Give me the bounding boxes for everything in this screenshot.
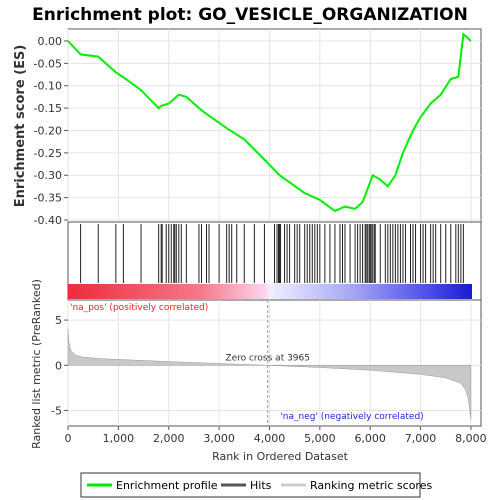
metric-y-axis-label: Ranked list metric (PreRanked) (30, 279, 43, 449)
es-panel-frame (67, 28, 482, 223)
x-tick-label: 2,000 (153, 432, 185, 445)
x-tick-label: 8,000 (455, 432, 487, 445)
zero-cross-label: Zero cross at 3965 (225, 353, 310, 363)
metric-y-tick-label: -5 (51, 404, 62, 417)
rank-color-bar (68, 284, 472, 299)
es-y-tick-label: -0.25 (34, 147, 62, 160)
metric-y-tick-label: 0 (55, 359, 62, 372)
es-y-tick-label: 0.00 (38, 35, 63, 48)
legend: Enrichment profile Hits Ranking metric s… (80, 472, 432, 498)
x-tick-label: 5,000 (304, 432, 336, 445)
es-y-axis-label: Enrichment score (ES) (13, 45, 28, 208)
legend-label-enrichment-profile: Enrichment profile (116, 479, 218, 492)
legend-frame (80, 472, 421, 498)
enrichment-profile-line (67, 32, 472, 213)
es-y-tick-label: -0.05 (34, 57, 62, 70)
es-y-tick-label: -0.20 (34, 124, 62, 137)
x-tick-label: 0 (65, 432, 72, 445)
x-tick-label: 7,000 (405, 432, 437, 445)
es-y-ticks: 0.00 -0.05 -0.10 -0.15 -0.20 -0.25 -0.30 -0.35 -… (34, 35, 68, 227)
es-y-tick-label: -0.15 (34, 102, 62, 115)
metric-y-tick-label: 5 (55, 314, 62, 327)
x-tick-label: 6,000 (354, 432, 386, 445)
es-gridlines (67, 29, 481, 222)
x-tick-label: 1,000 (103, 432, 135, 445)
es-y-tick-label: -0.10 (34, 80, 62, 93)
x-tick-label: 4,000 (254, 432, 286, 445)
es-y-tick-label: -0.30 (34, 169, 62, 182)
hit-markers (80, 224, 464, 283)
neg-correlated-label: 'na_neg' (negatively correlated) (280, 412, 423, 422)
legend-label-hits: Hits (250, 479, 272, 492)
es-y-tick-label: -0.35 (34, 192, 62, 205)
x-axis-label: Rank in Ordered Dataset (212, 450, 349, 463)
legend-label-ranking-metric: Ranking metric scores (310, 479, 432, 492)
pos-correlated-label: 'na_pos' (positively correlated) (70, 303, 208, 313)
es-y-tick-label: -0.40 (34, 214, 62, 227)
x-axis-ticks: 0 1,000 2,000 3,000 4,000 5,000 6,000 7,000 8,00… (65, 426, 487, 445)
metric-y-ticks: 5 0 -5 (51, 314, 68, 417)
chart-title: Enrichment plot: GO_VESICLE_ORGANIZATION (32, 5, 468, 25)
x-tick-label: 3,000 (203, 432, 235, 445)
